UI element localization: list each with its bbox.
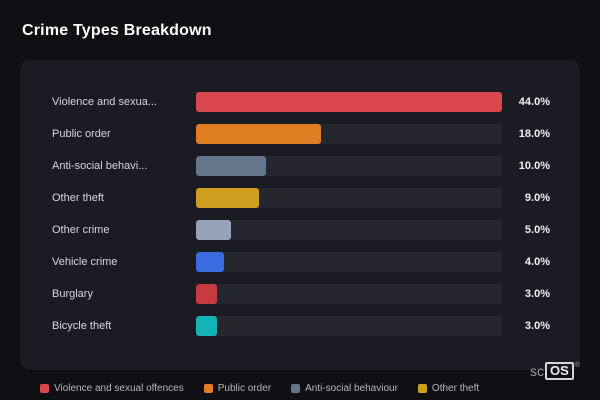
bar-label: Public order	[52, 128, 111, 140]
bar-value: 4.0%	[524, 256, 550, 268]
bar-value: 3.0%	[524, 320, 550, 332]
bar-row: Bicycle theft 3.0%	[52, 310, 550, 342]
bar[interactable]	[196, 156, 266, 176]
bar[interactable]	[196, 252, 224, 272]
bar-label: Burglary	[52, 288, 93, 300]
bar-value: 44.0%	[518, 96, 550, 108]
scos-logo: sc OS ®	[530, 362, 580, 380]
bar-track	[196, 284, 502, 304]
bar[interactable]	[196, 284, 217, 304]
bar-label: Other crime	[52, 224, 110, 236]
bar-track	[196, 220, 502, 240]
bar-track	[196, 252, 502, 272]
bar[interactable]	[196, 316, 217, 336]
page-title: Crime Types Breakdown	[22, 22, 212, 39]
bar-track	[196, 124, 502, 144]
scos-logo-prefix: sc	[530, 363, 545, 379]
legend-swatch-icon	[40, 383, 49, 393]
legend-item[interactable]: Violence and sexual offences	[40, 383, 184, 394]
bar-value: 5.0%	[524, 224, 550, 236]
scos-logo-box: OS	[545, 362, 574, 380]
bar-label: Vehicle crime	[52, 256, 118, 268]
legend-swatch-icon	[417, 383, 427, 393]
legend-swatch-icon	[203, 383, 213, 393]
bar[interactable]	[196, 92, 502, 112]
legend-label: Violence and sexual offences	[54, 382, 184, 394]
bar-row: Other crime 5.0%	[52, 214, 550, 246]
bar[interactable]	[196, 124, 322, 144]
chart-rows: Violence and sexua... 44.0% Public order 18…	[20, 60, 580, 342]
legend-item[interactable]: Public order	[203, 382, 272, 394]
legend-item[interactable]: Other theft	[417, 382, 480, 394]
bar-track	[196, 92, 502, 112]
bar-row: Anti-social behavi... 10.0%	[52, 150, 550, 182]
bar-track	[196, 188, 502, 208]
bar-label: Other theft	[52, 192, 104, 204]
legend-item[interactable]: Anti-social behaviour	[291, 383, 398, 394]
bar-label: Anti-social behavi...	[52, 160, 148, 172]
chart-legend: Violence and sexual offences Public order…	[40, 380, 479, 396]
legend-swatch-icon	[291, 383, 301, 393]
legend-label: Public order	[217, 382, 272, 394]
bar-row: Other theft 9.0%	[52, 182, 550, 214]
bar-label: Violence and sexua...	[52, 96, 157, 108]
bar-row: Violence and sexua... 44.0%	[52, 86, 550, 118]
bar-track	[196, 316, 502, 336]
bar-row: Burglary 3.0%	[52, 278, 550, 310]
bar[interactable]	[196, 220, 231, 240]
bar-label: Bicycle theft	[52, 320, 112, 332]
bar-value: 9.0%	[524, 192, 550, 204]
registered-mark: ®	[574, 362, 580, 369]
bar-value: 3.0%	[524, 288, 550, 300]
bar-value: 18.0%	[518, 128, 550, 140]
bar-track	[196, 156, 502, 176]
bar[interactable]	[196, 188, 259, 208]
bar-row: Public order 18.0%	[52, 118, 550, 150]
legend-label: Other theft	[431, 382, 480, 394]
chart-card: Violence and sexua... 44.0% Public order 18…	[20, 60, 580, 370]
bar-value: 10.0%	[518, 160, 550, 172]
legend-label: Anti-social behaviour	[305, 382, 398, 394]
bar-row: Vehicle crime 4.0%	[52, 246, 550, 278]
